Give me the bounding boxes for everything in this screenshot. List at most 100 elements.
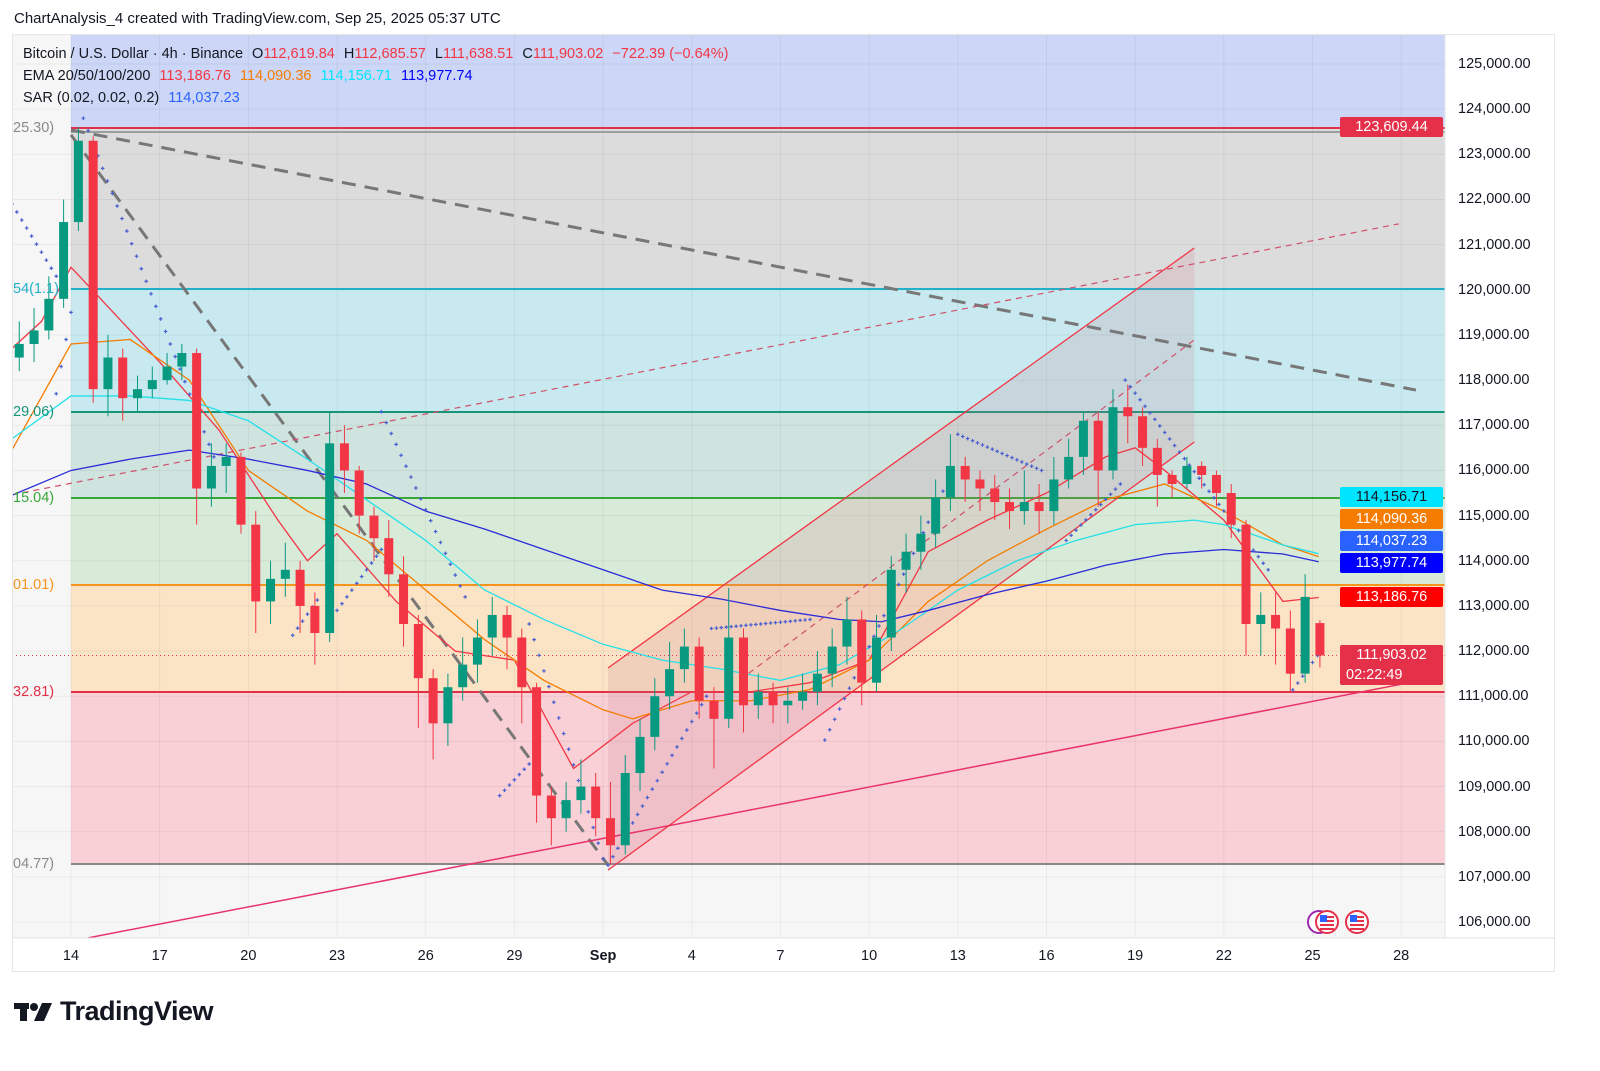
sar-dot [965,436,970,441]
tradingview-logo[interactable]: TradingView [14,996,214,1027]
candle-body [325,443,335,634]
candle-body [266,578,276,602]
price-tag-value: 111,903.02 [1356,647,1427,664]
candle-body [59,222,69,299]
price-tag-value: 123,609.44 [1355,118,1428,135]
plot-area [12,34,1445,938]
sar-dot [640,804,645,808]
sar-legend[interactable]: SAR (0.02, 0.02, 0.2) 114,037.23 [23,90,245,106]
sar-dot [350,588,354,592]
sar-dot [399,453,403,458]
sar-dot [788,619,793,624]
sar-dot [1266,567,1270,572]
time-tick-label: 13 [949,948,966,964]
candle-body [369,515,379,539]
candle-body [960,465,970,480]
sar-dot [542,669,546,673]
candle-body [1271,614,1281,629]
candle-body [532,687,542,796]
sar-dot [1256,554,1261,559]
sar-dot [827,727,832,732]
time-tick-label: 25 [1304,948,1321,964]
sar-dot [591,825,596,830]
time-tick-label: 29 [506,948,523,964]
sar-dot [1251,548,1256,552]
sar-dot [1074,528,1078,532]
candle-body [665,669,675,697]
sar-dot [616,846,620,851]
close-label: C [522,46,533,62]
sar-dot [453,573,458,577]
candle-body [694,646,704,701]
candle-body [901,551,911,570]
sar-dot [290,633,295,638]
sar-dot [561,731,566,736]
price-tag: 123,609.44 [1340,116,1443,137]
close-value: 111,903.02 [532,46,604,62]
price-tick-label: 121,000.00 [1458,236,1531,253]
price-tag: 114,090.36 [1340,509,1443,529]
sar-dot [409,475,413,479]
ema-line-ema50 [12,338,1319,720]
price-tick-label: 120,000.00 [1458,281,1531,298]
sar-dot [1024,462,1029,466]
candle-body [133,389,143,399]
sar-dot [1167,437,1172,441]
sar-dot [502,788,507,793]
candle-body [1138,416,1148,448]
sar-dot [1212,496,1216,500]
sar-dot [458,584,463,588]
candle-body [310,605,320,634]
sar-dot [202,430,207,434]
price-tag: 113,186.76 [1340,587,1443,608]
candle-body [192,353,202,489]
sar-dot [69,310,73,315]
sar-dot [19,218,24,222]
sar-label: SAR (0.02, 0.02, 0.2) [23,90,160,106]
candle-body [1167,474,1177,484]
price-tick-label: 115,000.00 [1458,507,1530,524]
sar-dot [54,391,59,396]
time-tick-label: 19 [1127,948,1144,964]
candle-body [1285,628,1295,674]
flag-us-icon[interactable] [1315,910,1339,934]
economic-events[interactable] [1305,908,1385,936]
sar-dot [12,202,14,206]
sar-dot [714,626,719,630]
low-label: L [434,46,443,62]
ema-line-ema100 [12,395,1319,682]
candle-body [709,700,719,719]
time-tick-label: 17 [151,948,168,964]
symbol-name[interactable]: Bitcoin / U.S. Dollar · 4h · Binance [23,46,244,62]
price-tag: 114,156.71 [1340,487,1443,507]
sar-dot [1182,456,1187,461]
flag-us-icon[interactable] [1345,910,1369,934]
fib-level-label: 01.01) [13,577,55,593]
price-tag: 114,037.23 [1340,531,1443,551]
sar-dot [1010,455,1014,460]
sar-dot [34,242,39,246]
sar-dot [739,623,743,628]
sar-value: 114,037.23 [168,90,240,106]
candle-body [443,687,453,724]
sar-dot [340,601,344,606]
sar-dot [44,258,49,262]
candle-body [251,524,261,602]
ema-legend[interactable]: EMA 20/50/100/200 113,186.76 114,090.36 … [23,68,478,84]
sar-dot [438,540,443,545]
sar-dot [404,464,408,468]
sar-dot [837,707,842,711]
sar-dot [100,166,105,171]
sar-dot [778,620,783,624]
bar-countdown: 02:22:49 [1346,667,1403,684]
sar-dot [754,622,758,627]
sar-dot [1138,397,1142,402]
sar-dot [1064,538,1068,543]
sar-dot [105,179,110,183]
sar-dot [443,551,448,556]
fib-level-label: 29.06) [13,404,55,420]
sar-dot [547,684,551,689]
price-tick-label: 122,000.00 [1458,191,1531,208]
sar-dot [29,234,34,238]
